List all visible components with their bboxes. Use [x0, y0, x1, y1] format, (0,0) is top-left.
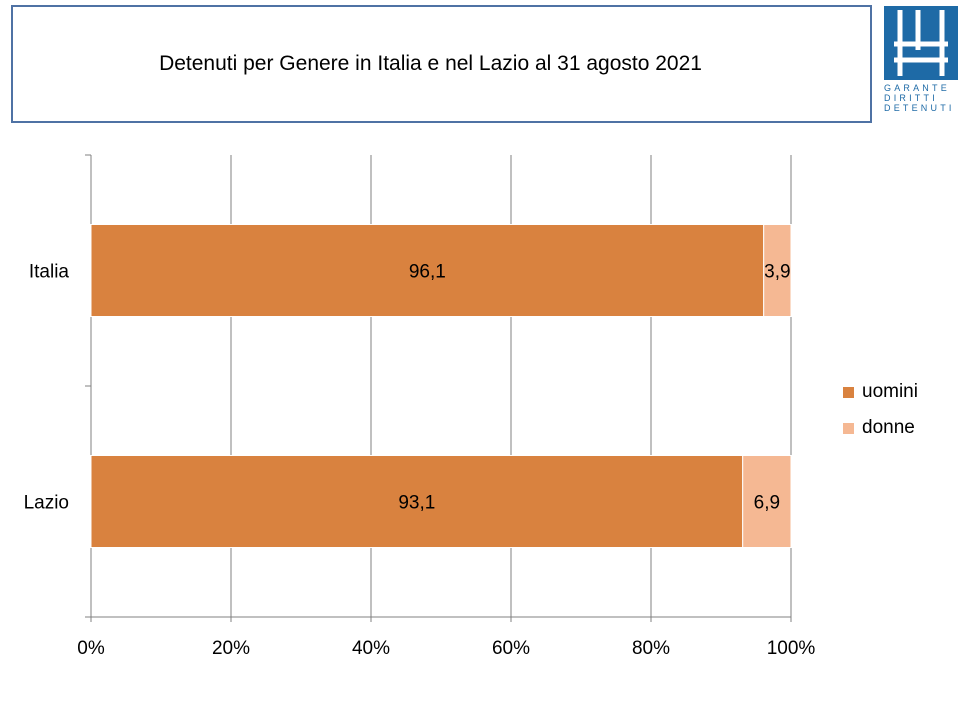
legend-swatch — [843, 422, 854, 434]
category-label: Lazio — [24, 493, 69, 514]
x-tick-label: 100% — [767, 638, 816, 659]
bar-uomini-italia — [90, 224, 765, 317]
legend-item-uomini: uomini — [843, 374, 918, 410]
chart-title: Detenuti per Genere in Italia e nel Lazi… — [159, 52, 702, 75]
bar-donne-italia — [763, 224, 792, 317]
legend-label: uomini — [862, 381, 918, 402]
bar-donne-lazio — [742, 455, 792, 548]
data-label: 6,9 — [754, 493, 780, 514]
data-label: 93,1 — [398, 493, 435, 514]
data-label: 3,9 — [764, 262, 790, 283]
data-label: 96,1 — [409, 262, 446, 283]
legend: uomini donne — [843, 374, 918, 446]
logo-line-2: DIRITTI — [884, 93, 938, 103]
legend-swatch — [843, 386, 854, 398]
garante-logo-mark — [884, 6, 958, 80]
bar-uomini-lazio — [90, 455, 744, 548]
title-box: Detenuti per Genere in Italia e nel Lazi… — [11, 5, 872, 123]
x-tick-label: 0% — [77, 638, 105, 659]
x-tick-label: 60% — [492, 638, 530, 659]
x-tick-label: 20% — [212, 638, 250, 659]
x-tick-label: 80% — [632, 638, 670, 659]
logo-line-3: DETENUTI — [884, 103, 955, 113]
legend-label: donne — [862, 417, 915, 438]
logo-line-1: GARANTE — [884, 83, 950, 93]
legend-item-donne: donne — [843, 410, 918, 446]
garante-logo: GARANTE DIRITTI DETENUTI — [880, 4, 960, 113]
x-tick-label: 40% — [352, 638, 390, 659]
category-label: Italia — [29, 262, 70, 283]
